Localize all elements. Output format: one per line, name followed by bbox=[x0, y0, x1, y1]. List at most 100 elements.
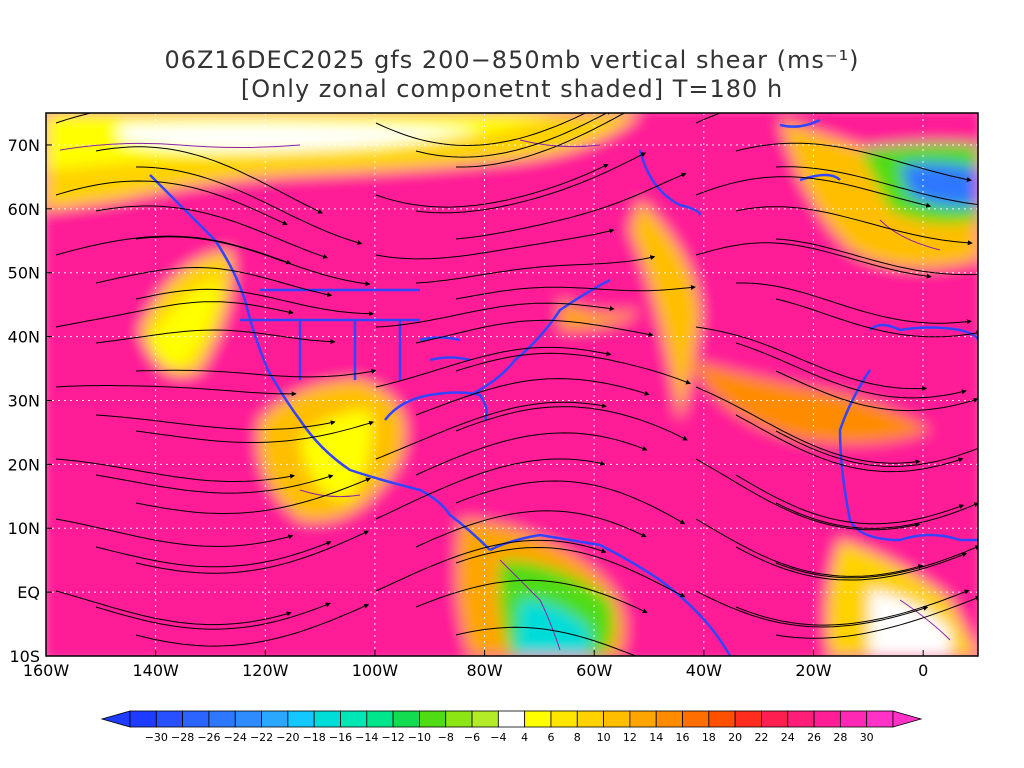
streamline bbox=[95, 146, 324, 214]
streamline bbox=[695, 458, 921, 531]
streamline bbox=[135, 236, 371, 287]
colorbar-label: 16 bbox=[676, 731, 690, 744]
colorbar-label: −28 bbox=[171, 731, 194, 744]
streamline bbox=[735, 546, 968, 581]
colorbar-swatch bbox=[445, 710, 473, 728]
colorbar-label: 4 bbox=[521, 731, 528, 744]
streamline bbox=[95, 414, 336, 431]
streamline bbox=[415, 510, 647, 548]
streamline bbox=[55, 113, 93, 124]
streamline bbox=[375, 401, 607, 460]
streamline bbox=[95, 474, 334, 494]
colorbar-swatch bbox=[603, 710, 631, 728]
y-tick-label: 30N bbox=[8, 391, 40, 410]
streamline bbox=[455, 480, 686, 525]
streamline bbox=[95, 205, 329, 259]
streamline bbox=[736, 282, 972, 325]
streamline bbox=[735, 142, 972, 182]
colorbar-label: −24 bbox=[224, 731, 247, 744]
colorbar-swatch bbox=[787, 710, 815, 728]
colorbar-label: −12 bbox=[381, 731, 404, 744]
streamline bbox=[135, 420, 375, 443]
streamline bbox=[95, 329, 336, 345]
streamline bbox=[695, 590, 929, 628]
streamline bbox=[415, 432, 648, 476]
streamline bbox=[375, 346, 612, 388]
y-tick-label: 10S bbox=[9, 647, 40, 666]
y-tick-label: 70N bbox=[8, 136, 40, 155]
colorbar-label: 26 bbox=[807, 731, 821, 744]
colorbar-label: −4 bbox=[490, 731, 506, 744]
colorbar-swatch bbox=[419, 710, 447, 728]
colorbar-label: −14 bbox=[355, 731, 378, 744]
map-area bbox=[46, 113, 978, 656]
colorbar-swatch bbox=[761, 710, 789, 728]
x-tick-label: 120W bbox=[242, 661, 289, 680]
colorbar-label: 14 bbox=[649, 731, 663, 744]
colorbar-label: −20 bbox=[276, 731, 299, 744]
colorbar-swatch bbox=[392, 710, 420, 728]
streamline bbox=[455, 352, 691, 385]
shear-shading bbox=[46, 113, 978, 656]
streamline bbox=[735, 342, 967, 399]
y-tick-label: 60N bbox=[8, 200, 40, 219]
x-tick-label: 100W bbox=[352, 661, 399, 680]
title-line-1: 06Z16DEC2025 gfs 200−850mb vertical shea… bbox=[164, 46, 860, 74]
x-tick-label: 40W bbox=[686, 661, 722, 680]
colorbar-label: −6 bbox=[464, 731, 480, 744]
colorbar-label: 28 bbox=[833, 731, 847, 744]
streamline bbox=[695, 113, 731, 124]
y-tick-label: EQ bbox=[17, 583, 40, 602]
streamline bbox=[415, 378, 650, 416]
colorbar-label: −22 bbox=[250, 731, 273, 744]
colorbar-swatch bbox=[261, 710, 289, 728]
colorbar: −30 −28 −26 −24 −22 −20 −18 −16 −14 −12 −10 −8 −6 −4 4… bbox=[100, 710, 923, 744]
colorbar-swatch bbox=[208, 710, 236, 728]
streamline bbox=[55, 180, 288, 226]
colorbar-swatch bbox=[839, 710, 868, 728]
axis-ticks: 160W 140W 120W 100W 80W 60W 40W 20W 0 10S EQ 10N 20N… bbox=[8, 136, 929, 680]
streamline bbox=[415, 319, 654, 344]
streamline bbox=[695, 242, 932, 279]
streamline bbox=[375, 539, 607, 592]
streamline bbox=[135, 530, 370, 574]
streamline bbox=[455, 284, 696, 300]
streamline bbox=[695, 326, 928, 392]
streamline bbox=[735, 589, 970, 626]
contours bbox=[59, 139, 951, 651]
streamline bbox=[136, 166, 363, 245]
streamline bbox=[55, 518, 294, 547]
streamline bbox=[415, 113, 612, 158]
streamline bbox=[95, 266, 333, 298]
colorbar-label: 22 bbox=[754, 731, 768, 744]
streamline bbox=[735, 474, 965, 525]
streamline bbox=[735, 206, 973, 246]
x-tick-label: 20W bbox=[795, 661, 831, 680]
y-tick-label: 50N bbox=[8, 264, 40, 283]
colorbar-label: −26 bbox=[197, 731, 220, 744]
streamline bbox=[775, 370, 978, 412]
colorbar-swatch bbox=[734, 710, 762, 728]
colorbar-label: 20 bbox=[728, 731, 742, 744]
colorbar-min-arrow bbox=[100, 710, 131, 728]
colorbar-swatch bbox=[155, 710, 184, 728]
streamline bbox=[456, 113, 632, 168]
streamline bbox=[55, 458, 295, 482]
streamline bbox=[415, 152, 647, 214]
colorbar-swatch bbox=[234, 710, 262, 728]
colorbar-swatch bbox=[366, 710, 394, 728]
colorbar-label: −8 bbox=[438, 731, 454, 744]
colorbar-label: 30 bbox=[860, 731, 874, 744]
colorbar-swatch bbox=[576, 710, 604, 728]
streamline bbox=[375, 458, 606, 520]
x-tick-label: 60W bbox=[576, 661, 612, 680]
streamline bbox=[695, 518, 924, 577]
colorbar-swatch bbox=[471, 710, 499, 728]
streamline bbox=[735, 414, 964, 473]
streamline bbox=[55, 590, 292, 626]
colorbar-label: −10 bbox=[408, 731, 431, 744]
colorbar-swatch bbox=[497, 710, 526, 728]
streamline bbox=[775, 298, 978, 338]
colorbar-label: 18 bbox=[702, 731, 716, 744]
